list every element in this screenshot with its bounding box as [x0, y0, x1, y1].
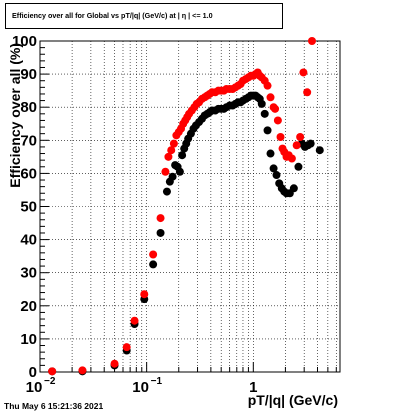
chart-title: Efficiency over all for Global vs pT/|q|…	[12, 11, 213, 20]
black-data-point	[306, 139, 315, 148]
x-axis-title: pT/|q| (GeV/c)	[248, 392, 338, 408]
y-tick-label: 30	[20, 265, 37, 282]
black-data-point	[260, 109, 269, 118]
data-points	[48, 37, 324, 376]
red-data-point	[169, 139, 178, 148]
red-data-point	[122, 343, 131, 352]
red-data-point	[130, 316, 139, 325]
y-tick-label: 40	[20, 232, 37, 249]
black-data-point	[175, 167, 184, 176]
red-data-point	[149, 250, 158, 259]
black-data-point	[269, 164, 278, 173]
black-data-point	[263, 126, 272, 135]
red-data-point	[273, 116, 282, 125]
y-tick-label: 0	[29, 364, 37, 381]
red-data-point	[299, 68, 308, 77]
red-data-point	[164, 152, 173, 161]
red-data-point	[296, 132, 305, 141]
black-data-point	[294, 162, 303, 171]
black-data-point	[289, 184, 298, 193]
y-tick-label: 60	[20, 165, 37, 182]
red-data-point	[167, 146, 176, 155]
black-data-point	[162, 187, 171, 196]
black-data-point	[266, 149, 275, 158]
y-axis-title: Efficiency over all (%)	[7, 43, 23, 188]
red-data-point	[303, 88, 312, 97]
y-tick-label: 90	[20, 66, 37, 83]
red-data-point	[292, 141, 301, 150]
red-data-point	[263, 81, 272, 90]
red-data-point	[48, 367, 57, 376]
red-data-point	[266, 93, 275, 102]
black-data-point	[272, 171, 281, 180]
red-data-point	[110, 359, 119, 368]
black-data-point	[178, 151, 187, 160]
red-data-point	[287, 154, 296, 163]
x-tick-exponent: −2	[44, 376, 56, 387]
red-data-point	[276, 132, 285, 141]
red-data-point	[140, 290, 149, 299]
black-data-point	[149, 260, 158, 269]
timestamp: Thu May 6 15:21:36 2021	[4, 401, 104, 411]
y-tick-label: 100	[12, 33, 37, 50]
black-data-point	[156, 228, 165, 237]
red-data-point	[156, 214, 165, 223]
axis-ticks	[39, 40, 337, 373]
red-data-point	[161, 167, 170, 176]
red-data-point	[307, 37, 316, 45]
x-tick-label: 10	[26, 379, 43, 396]
grid-lines	[40, 41, 340, 372]
x-tick-exponent: −1	[151, 376, 163, 387]
chart-title-box: Efficiency over all for Global vs pT/|q|…	[5, 3, 283, 29]
black-data-point	[168, 172, 177, 181]
x-tick-label: 1	[249, 379, 257, 396]
red-data-point	[78, 366, 87, 375]
y-tick-label: 20	[20, 298, 37, 315]
black-data-point	[257, 99, 266, 108]
red-data-point	[271, 104, 280, 113]
y-tick-label: 10	[20, 331, 37, 348]
x-tick-label: 10	[132, 379, 149, 396]
black-data-point	[315, 146, 324, 155]
y-tick-label: 80	[20, 99, 37, 116]
y-tick-label: 70	[20, 132, 37, 149]
y-tick-label: 50	[20, 199, 37, 216]
